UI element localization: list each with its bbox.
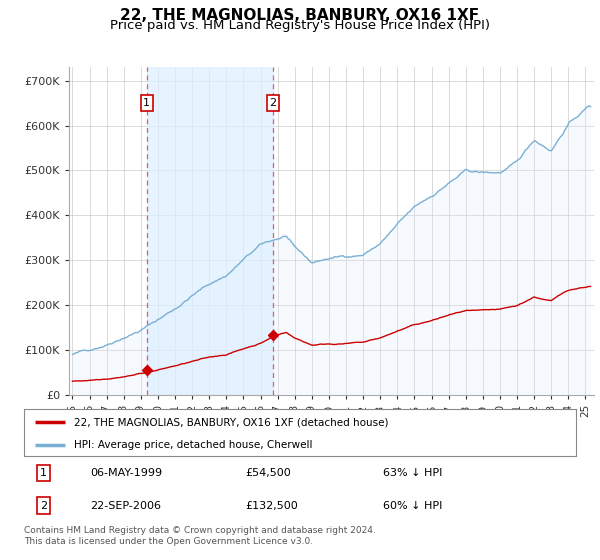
Text: 1: 1	[143, 98, 151, 108]
Text: 06-MAY-1999: 06-MAY-1999	[90, 468, 163, 478]
Text: 60% ↓ HPI: 60% ↓ HPI	[383, 501, 442, 511]
Text: 63% ↓ HPI: 63% ↓ HPI	[383, 468, 442, 478]
Text: 22-SEP-2006: 22-SEP-2006	[90, 501, 161, 511]
Text: 2: 2	[40, 501, 47, 511]
Text: £132,500: £132,500	[245, 501, 298, 511]
Text: 2: 2	[269, 98, 277, 108]
Text: 22, THE MAGNOLIAS, BANBURY, OX16 1XF: 22, THE MAGNOLIAS, BANBURY, OX16 1XF	[121, 8, 479, 24]
Text: 1: 1	[40, 468, 47, 478]
Bar	[147, 67, 273, 395]
Text: £54,500: £54,500	[245, 468, 290, 478]
Text: Price paid vs. HM Land Registry's House Price Index (HPI): Price paid vs. HM Land Registry's House …	[110, 19, 490, 32]
Text: HPI: Average price, detached house, Cherwell: HPI: Average price, detached house, Cher…	[74, 440, 312, 450]
Text: 22, THE MAGNOLIAS, BANBURY, OX16 1XF (detached house): 22, THE MAGNOLIAS, BANBURY, OX16 1XF (de…	[74, 417, 388, 427]
Text: Contains HM Land Registry data © Crown copyright and database right 2024.
This d: Contains HM Land Registry data © Crown c…	[24, 526, 376, 546]
